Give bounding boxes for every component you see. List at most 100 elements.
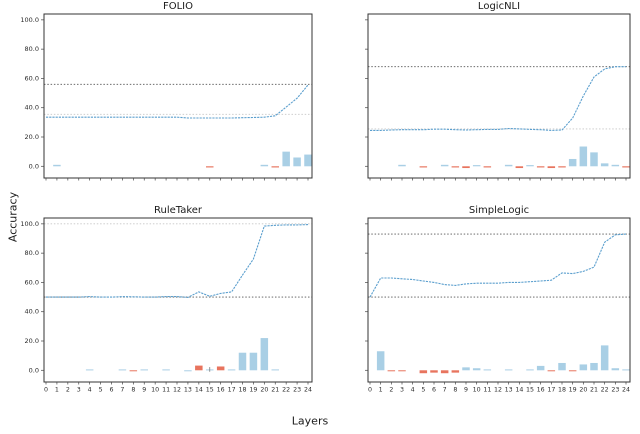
bar-layer-21 [590,362,598,371]
chart-title-ruletaker: RuleTaker [153,205,203,216]
bar-layer-9 [140,369,148,371]
bar-layer-20 [260,164,269,167]
chart-ruletaker: 0 1 2 3 4 5 6 7 8 9 10 11 12 13 14 15 16 17 18 19 20 21 22 23 24… [20,217,313,394]
bar-layer-6 [430,370,438,373]
bar-layer-17 [227,369,236,371]
bar-layer-19 [568,370,577,372]
bar-layer-13 [504,164,513,167]
bar-layer-14 [195,365,203,371]
x-tick-label: 21 [271,387,279,394]
bar-layer-3 [398,370,406,372]
x-tick-label: 7 [120,387,124,394]
bar-layer-9 [462,166,470,169]
x-tick-label: 12 [494,387,502,394]
x-tick-label: 20 [260,387,268,394]
bar-layer-23 [611,164,620,167]
x-tick-label: 23 [611,387,619,394]
x-axis-label: Layers [291,414,329,428]
y-axis-ticks: 0.0 20.0 40.0 60.0 80.0 100.0 [20,220,44,374]
y-axis-ticks [365,223,368,371]
reference-lines [44,83,312,115]
bar-layer-24 [622,166,630,168]
reference-lines [44,223,312,298]
delta-bars [376,345,630,374]
x-tick-label: 24 [622,387,630,394]
x-tick-label: 22 [601,387,609,394]
y-tick-label: 0.0 [29,366,39,374]
bar-layer-2 [387,370,396,372]
x-tick-label: 14 [515,387,523,394]
x-tick-label: 13 [184,387,192,394]
bar-layer-11 [483,369,492,371]
bar-layer-8 [451,370,460,373]
y-tick-label: 40.0 [25,308,39,316]
bar-layer-19 [568,158,577,167]
bar-layer-3 [398,164,406,167]
bar-layer-21 [590,152,598,167]
axes-box [43,217,313,383]
x-tick-label: 21 [590,387,598,394]
bar-layer-21 [271,166,279,168]
x-tick-label: 14 [195,387,203,394]
bar-layer-20 [260,338,269,371]
bar-layer-17 [547,166,556,169]
delta-bars [85,338,279,372]
x-tick-label: 0 [368,387,372,394]
x-axis-ticks [45,178,309,181]
bar-layer-24 [304,154,312,167]
bar-layer-20 [579,364,588,371]
x-tick-label: 8 [453,387,457,394]
y-tick-label: 100.0 [20,220,39,228]
bar-layer-15 [526,165,534,167]
y-tick-label: 40.0 [25,104,39,112]
y-tick-label: 100.0 [20,16,39,24]
bar-layer-22 [600,345,609,371]
reference-lines [368,233,630,298]
bar-layer-23 [293,157,301,167]
bar-layer-7 [440,370,449,374]
x-tick-label: 10 [473,387,481,394]
chart-folio: 0.0 20.0 40.0 60.0 80.0 100.0 [20,13,313,181]
bar-layer-7 [118,369,127,371]
bar-layer-24 [622,369,630,371]
bar-layer-5 [419,166,428,168]
bar-layer-20 [579,146,588,167]
chart-simplelogic: 0 1 2 3 4 5 6 7 8 9 10 11 12 13 14 15 16 17 18 19 20 21 22 23 24 [365,217,631,394]
x-tick-label: 6 [432,387,436,394]
y-tick-label: 80.0 [25,45,39,53]
bar-layer-16 [536,166,545,168]
x-axis-ticks: 0 1 2 3 4 5 6 7 8 9 10 11 12 13 14 15 16 17 18 19 20 21 22 23 24 [368,382,630,394]
bar-layer-19 [249,352,258,371]
x-tick-label: 11 [483,387,491,394]
x-tick-label: 7 [443,387,447,394]
bar-layer-8 [129,370,138,372]
y-tick-label: 60.0 [25,278,39,286]
delta-bars [398,146,630,169]
y-tick-label: 0.0 [29,162,39,170]
x-tick-label: 2 [66,387,70,394]
x-axis-ticks [369,178,627,181]
bar-layer-17 [547,370,556,372]
accuracy-line-series [46,84,309,119]
x-tick-label: 16 [537,387,545,394]
chart-title-logicnli: LogicNLI [477,1,521,12]
bar-layer-14 [515,166,524,169]
bar-layer-11 [483,166,492,168]
x-tick-label: 17 [547,387,555,394]
x-tick-label: 4 [411,387,415,394]
bar-layer-9 [462,367,470,371]
accuracy-line-series [46,224,309,298]
bar-layer-18 [558,166,566,168]
bar-layer-7 [440,164,449,167]
y-axis-ticks [365,19,368,167]
bar-layer-22 [600,163,609,167]
x-tick-label: 18 [238,387,246,394]
x-tick-label: 5 [99,387,103,394]
bar-layer-13 [504,369,513,371]
bar-layer-22 [282,151,290,167]
y-tick-label: 80.0 [25,249,39,257]
x-tick-label: 1 [379,387,383,394]
x-tick-label: 23 [293,387,301,394]
x-tick-label: 6 [109,387,113,394]
